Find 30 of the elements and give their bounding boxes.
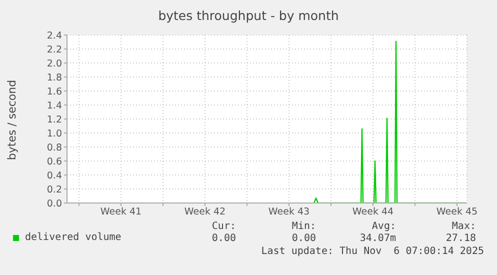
y-tick-label: 0.6 <box>46 156 62 168</box>
y-tick-label: 0.4 <box>46 170 62 182</box>
y-axis-title: bytes / second <box>6 80 18 160</box>
text: Cur: <box>210 221 237 232</box>
y-tick-label: 1.0 <box>46 128 62 140</box>
y-tick-label: 2.4 <box>46 30 62 42</box>
text: 0.00 <box>210 233 237 244</box>
text: 0.00 <box>290 233 317 244</box>
text: Max: <box>450 221 477 232</box>
y-tick-label: 1.6 <box>46 86 62 98</box>
y-tick-label: 1.4 <box>46 100 62 112</box>
y-tick-label: 2.0 <box>46 58 62 70</box>
y-tick-label: 1.2 <box>46 114 62 126</box>
x-tick-label: Week 43 <box>268 206 310 218</box>
y-tick-label: 1.8 <box>46 72 62 84</box>
x-tick-label: Week 42 <box>184 206 226 218</box>
text: Last update: Thu Nov 6 07:00:14 2025 <box>261 246 484 257</box>
legend-label: delivered volume <box>25 232 122 243</box>
chart-title: bytes throughput - by month <box>157 8 340 23</box>
y-tick-label: 0.8 <box>46 142 62 154</box>
y-tick-label: 0.0 <box>46 198 62 210</box>
x-tick-label: Week 44 <box>352 206 394 218</box>
x-tick-label: Week 41 <box>100 206 142 218</box>
text: Min: <box>290 221 317 232</box>
text: Avg: <box>370 221 397 232</box>
y-tick-label: 2.2 <box>46 44 62 56</box>
x-tick-label: Week 45 <box>436 206 478 218</box>
text: 27.18 <box>444 233 477 244</box>
y-tick-label: 0.2 <box>46 184 62 196</box>
text: 34.07m <box>358 233 397 244</box>
